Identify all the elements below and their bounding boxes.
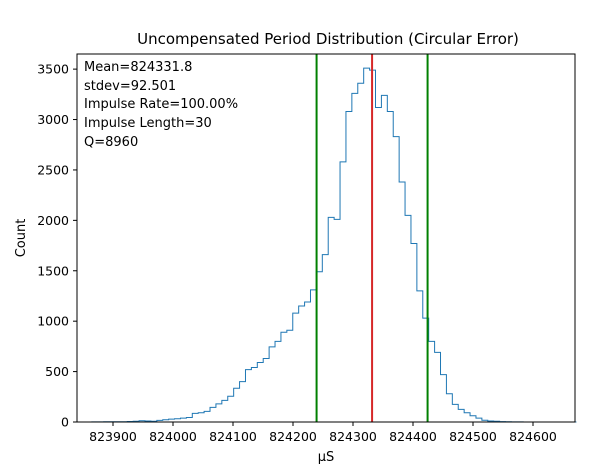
x-tick-label: 824300 (329, 429, 377, 444)
annotation-impulse-length: Impulse Length=30 (84, 116, 212, 131)
y-tick-label: 3000 (37, 112, 69, 127)
annotation-impulse-rate: Impulse Rate=100.00% (84, 97, 238, 112)
x-axis-ticks: 823900 824000 824100 824200 824300 824400 8245… (89, 422, 557, 444)
x-tick-label: 824100 (209, 429, 257, 444)
y-tick-label: 1000 (37, 314, 69, 329)
annotation-stdev: stdev=92.501 (84, 79, 176, 94)
plot-border (76, 53, 576, 423)
y-tick-label: 3500 (37, 62, 69, 77)
stats-annotation-block: Mean=824331.8 stdev=92.501 Impulse Rate=… (84, 60, 238, 150)
chart-marks (80, 67, 577, 423)
x-axis-label: µS (318, 450, 335, 465)
annotation-q: Q=8960 (84, 135, 138, 150)
reference-lines (315, 54, 429, 422)
x-tick-label: 824200 (269, 429, 317, 444)
chart-title: Uncompensated Period Distribution (Circu… (137, 30, 519, 48)
x-tick-label: 824500 (449, 429, 497, 444)
y-tick-label: 1500 (37, 263, 69, 278)
x-tick-label: 824400 (389, 429, 437, 444)
plot-frame (77, 54, 575, 422)
x-tick-label: 824600 (509, 429, 557, 444)
y-tick-label: 2500 (37, 162, 69, 177)
x-tick-label: 823900 (89, 429, 137, 444)
y-axis-ticks: 0 500 1000 1500 2000 2500 3000 3500 (37, 62, 77, 430)
y-tick-label: 2000 (37, 213, 69, 228)
histogram-series-0 (80, 67, 577, 423)
x-tick-label: 824000 (149, 429, 197, 444)
y-tick-label: 0 (61, 415, 69, 430)
y-tick-label: 500 (45, 364, 69, 379)
plot-area (76, 53, 577, 423)
annotation-mean: Mean=824331.8 (84, 60, 192, 75)
y-axis-label: Count (14, 219, 29, 258)
